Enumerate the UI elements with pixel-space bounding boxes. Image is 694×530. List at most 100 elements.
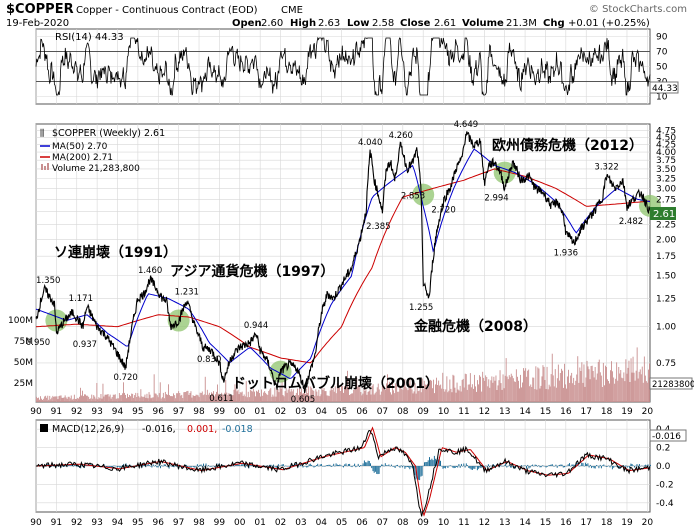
macd-hist-bar	[64, 466, 66, 467]
macd-hist-bar	[333, 463, 335, 466]
volume-bar	[401, 388, 403, 402]
volume-bar	[453, 375, 455, 402]
volume-bar	[115, 398, 117, 402]
macd-hist-bar	[74, 464, 76, 466]
x-tick-label: 97	[173, 518, 184, 528]
volume-bar	[442, 372, 444, 402]
macd-hist-bar	[388, 464, 390, 466]
macd-hist-bar	[147, 463, 149, 466]
volume-bar	[581, 362, 583, 402]
macd-hist-bar	[604, 465, 606, 467]
volume-bar	[572, 383, 574, 402]
macd-hist-bar	[168, 466, 170, 469]
macd-hist-bar	[600, 466, 602, 469]
volume-bar	[304, 392, 305, 402]
volume-bar	[424, 384, 426, 402]
macd-hist-bar	[271, 466, 273, 468]
macd-hist-bar	[459, 466, 461, 468]
volume-bar	[193, 396, 195, 402]
volume-bar	[548, 384, 550, 402]
volume-bar	[171, 396, 172, 402]
x-tick-label: 08	[397, 407, 409, 417]
volume-bar	[130, 396, 131, 402]
volume-bar	[615, 378, 617, 402]
volume-bar	[596, 373, 598, 402]
volume-bar	[621, 377, 623, 402]
volume-bar	[497, 385, 499, 402]
volume-bar	[149, 394, 151, 402]
volume-bar	[277, 389, 279, 402]
volume-bar	[100, 394, 102, 402]
macd-hist-bar	[410, 466, 412, 468]
volume-bar	[208, 392, 210, 402]
macd-hist-bar	[599, 464, 601, 466]
volume-bar	[380, 391, 382, 402]
volume-bar	[54, 396, 56, 402]
volume-bar	[269, 389, 271, 402]
volume-bar	[436, 377, 437, 402]
volume-bar	[248, 397, 250, 402]
volume-bar	[641, 366, 643, 402]
macd-hist-bar	[322, 466, 324, 467]
macd-hist-bar	[430, 459, 432, 466]
volume-bar	[345, 387, 346, 402]
volume-bar	[197, 395, 199, 402]
macd-hist-bar	[429, 457, 430, 466]
x-tick-label: 99	[214, 407, 226, 417]
macd-hist-bar	[646, 465, 648, 466]
volume-bar	[435, 384, 436, 402]
macd-hist-bar	[360, 465, 362, 466]
macd-hist-bar	[66, 466, 68, 468]
macd-hist-bar	[344, 464, 346, 466]
x-axis-mid: 90 91 92 93 94 95 96 97 98 99 00 01 02 03 04 05 06 07 08 09…	[30, 407, 653, 417]
volume-bar	[553, 386, 555, 402]
volume-bar	[643, 356, 645, 402]
volume-bar	[637, 378, 639, 402]
macd-hist-bar	[341, 466, 343, 467]
macd-hist-bar	[355, 466, 357, 468]
macd-hist-bar	[248, 466, 250, 469]
volume-bar	[172, 396, 173, 402]
volume-bar	[206, 389, 208, 402]
volume-bar	[510, 373, 512, 402]
volume-bar	[500, 383, 502, 402]
macd-hist-bar	[572, 464, 574, 466]
volume-bar	[247, 391, 249, 402]
volume-bar	[303, 393, 304, 402]
macd-hist-bar	[381, 464, 383, 466]
volume-bar	[210, 395, 211, 402]
macd-hist-bar	[549, 465, 551, 466]
macd-hist-bar	[401, 466, 403, 468]
volume-bar	[147, 398, 149, 402]
macd-hist-bar	[625, 465, 627, 466]
volume-bar	[237, 389, 239, 402]
macd-hist-bar	[505, 463, 507, 466]
volume-bar	[638, 371, 640, 402]
volume-bar	[37, 398, 38, 402]
macd-hist-bar	[370, 463, 371, 466]
macd-hist-bar	[475, 466, 477, 467]
volume-bar	[98, 397, 100, 402]
volume-bar	[391, 394, 392, 402]
volume-bar	[381, 385, 383, 402]
volume-bar	[350, 394, 352, 402]
x-tick-label: 10	[438, 407, 450, 417]
volume-bar	[599, 372, 601, 402]
volume-bar	[236, 391, 238, 402]
macd-axis-label: 0.0	[656, 462, 671, 472]
symbol-title: $COPPER	[6, 2, 74, 17]
macd-hist-bar	[551, 464, 553, 466]
macd-hist-bar	[300, 464, 301, 466]
volume-bar	[291, 391, 293, 402]
price-axis-label: 1.50	[656, 272, 676, 282]
macd-hist-bar	[307, 466, 309, 468]
volume-bar	[595, 379, 597, 402]
volume-bar	[85, 394, 86, 402]
macd-hist-bar	[81, 464, 83, 466]
volume-bar	[282, 395, 284, 402]
volume-bar	[189, 393, 191, 402]
volume-bar	[134, 395, 136, 402]
macd-hist-bar	[571, 464, 573, 466]
macd-hist-bar	[351, 466, 353, 468]
volume-bar	[271, 396, 273, 402]
